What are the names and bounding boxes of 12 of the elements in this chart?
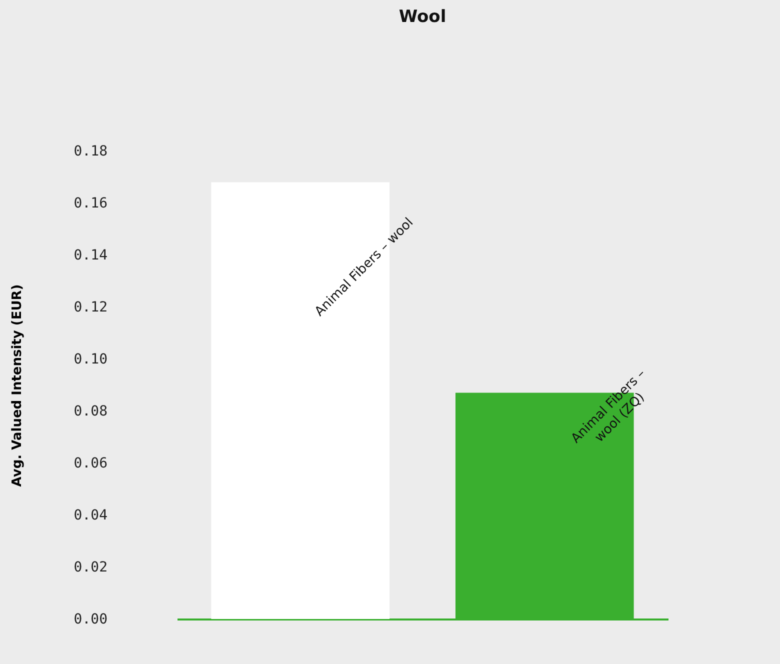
- y-tick-label: 0.06: [74, 456, 108, 472]
- y-tick-label: 0.16: [74, 196, 108, 212]
- y-tick-label: 0.08: [74, 404, 108, 420]
- y-tick-label: 0.12: [74, 300, 108, 316]
- y-tick-label: 0.04: [74, 508, 108, 524]
- y-tick-label: 0.14: [74, 248, 108, 264]
- y-tick-label: 0.10: [74, 352, 108, 368]
- y-tick-label: 0.18: [74, 144, 108, 160]
- chart-title: Wool: [398, 7, 446, 27]
- y-tick-label: 0.00: [74, 612, 108, 628]
- y-axis-title: Avg. Valued Intensity (EUR): [10, 284, 25, 487]
- y-tick-label: 0.02: [74, 560, 108, 576]
